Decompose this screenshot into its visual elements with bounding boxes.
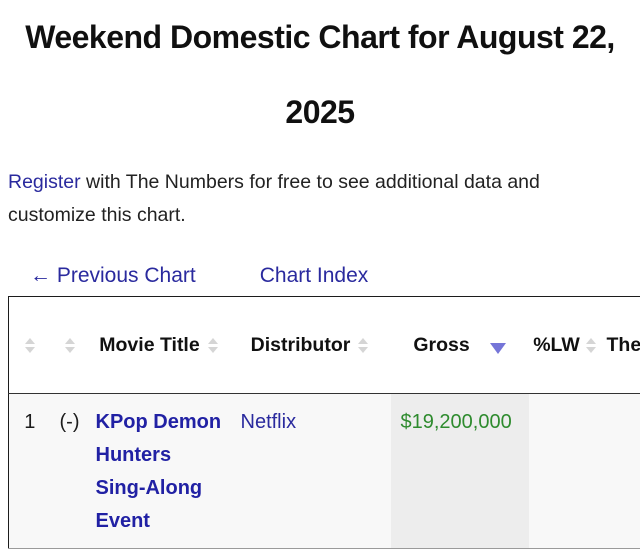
col-header-distributor[interactable]: Distributor: [229, 297, 391, 394]
col-header-percent-lw[interactable]: %LW: [529, 297, 601, 394]
distributor-link[interactable]: Netflix: [241, 411, 297, 433]
sort-icon: [25, 338, 35, 353]
col-header-percent-lw-label: %LW: [533, 334, 580, 357]
page-title-line1: Weekend Domestic Chart for August 22,: [14, 0, 626, 75]
movie-title-cell: KPop Demon Hunters Sing-Along Event: [89, 394, 229, 549]
chart-table-container: Movie Title Distributor Gross: [8, 296, 640, 549]
col-header-gross-label: Gross: [413, 334, 469, 357]
col-header-previous-rank[interactable]: [51, 297, 89, 394]
col-header-theaters-label: Theaters: [607, 334, 640, 357]
page-title: Weekend Domestic Chart for August 22, 20…: [14, 0, 626, 150]
intro-text-rest: with The Numbers for free to see additio…: [8, 171, 540, 226]
page-title-line2: 2025: [14, 75, 626, 150]
sort-icon: [65, 338, 75, 353]
col-header-gross[interactable]: Gross: [391, 297, 529, 394]
col-header-rank[interactable]: [9, 297, 51, 394]
percent-lw-cell: [529, 394, 601, 549]
distributor-cell: Netflix: [229, 394, 391, 549]
sort-icon: [586, 338, 596, 353]
col-header-movie-title[interactable]: Movie Title: [89, 297, 229, 394]
col-header-movie-title-label: Movie Title: [99, 334, 199, 357]
register-link[interactable]: Register: [8, 171, 81, 193]
chart-index-link[interactable]: Chart Index: [260, 263, 369, 289]
table-row: 1 (-) KPop Demon Hunters Sing-Along Even…: [9, 394, 640, 549]
previous-chart-link[interactable]: ← Previous Chart: [30, 263, 196, 289]
col-header-distributor-label: Distributor: [251, 334, 351, 357]
rank-change-cell: (-): [51, 394, 89, 549]
gross-cell: $19,200,000: [391, 394, 529, 549]
movie-title-link[interactable]: KPop Demon Hunters Sing-Along Event: [96, 411, 222, 532]
sort-icon: [358, 338, 368, 353]
theaters-cell: [601, 394, 640, 549]
rank-cell: 1: [9, 394, 51, 549]
col-header-theaters[interactable]: Theaters: [601, 297, 640, 394]
intro-text: Register with The Numbers for free to se…: [8, 166, 632, 232]
chart-nav: ← Previous Chart Chart Index: [30, 263, 640, 289]
sort-icon: [208, 338, 218, 353]
sort-descending-icon: [490, 343, 506, 354]
chart-table: Movie Title Distributor Gross: [8, 296, 640, 549]
table-header-row: Movie Title Distributor Gross: [9, 297, 640, 394]
